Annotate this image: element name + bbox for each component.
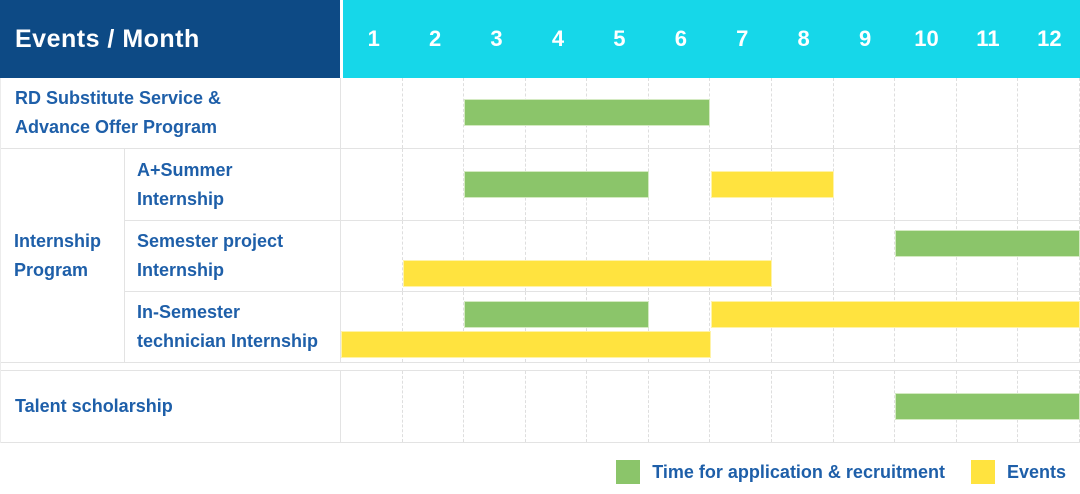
legend-label-events: Events (1006, 461, 1066, 482)
month-gridline (772, 78, 834, 148)
month-gridline (895, 78, 957, 148)
month-gridline (834, 149, 896, 220)
month-label: 8 (797, 26, 810, 51)
row-label-line: Talent scholarship (15, 396, 173, 416)
month-label: 11 (976, 26, 1000, 51)
month-gridline (772, 221, 834, 291)
legend-label-application: Time for application & recruitment (652, 461, 945, 482)
row-label-line: Semester project (137, 231, 284, 251)
gantt-lane-aplus-summer (341, 149, 1080, 220)
month-gridline (834, 221, 896, 291)
row-label-line: In-Semester (137, 302, 241, 322)
month-label: 9 (858, 26, 872, 51)
month-label: 2 (429, 26, 442, 51)
month-gridline (1018, 149, 1080, 220)
gantt-lane-talent-scholarship (341, 371, 1080, 442)
section-separator (1, 363, 1080, 370)
application-color-swatch-icon (616, 460, 641, 484)
month-gridline (341, 221, 403, 291)
month-gridline (341, 78, 403, 148)
month-gridline (587, 371, 649, 442)
application-recruitment-bar (895, 230, 1080, 257)
group-label-internship-program: Internship Program (1, 149, 125, 362)
application-recruitment-bar (464, 170, 649, 198)
month-gridline (464, 371, 526, 442)
month-label: 10 (914, 26, 939, 51)
month-gridline (895, 149, 957, 220)
row-in-semester-technician: In-Semester technician Internship (125, 291, 1080, 362)
legend: Time for application & recruitment Event… (616, 456, 1066, 488)
month-gridline (403, 149, 465, 220)
month-gridline (341, 149, 403, 220)
month-gridline (341, 371, 403, 442)
row-label-line: technician Internship (137, 331, 319, 351)
row-rd-substitute: RD Substitute Service & Advance Offer Pr… (1, 78, 1080, 149)
month-gridline (649, 149, 711, 220)
legend-item-events: Events (970, 460, 1066, 484)
month-gridline (834, 78, 896, 148)
month-gridline (772, 371, 834, 442)
month-gridline (649, 371, 711, 442)
table-header: Events / Month 1 2 3 4 5 6 7 8 9 10 11 12 (0, 0, 1080, 78)
row-label-aplus-summer: A+Summer Internship (125, 149, 341, 220)
row-label-line: RD Substitute Service & (15, 88, 222, 108)
group-label-line: Internship (14, 230, 102, 251)
month-gridline (834, 371, 896, 442)
month-gridline (711, 78, 773, 148)
legend-item-application: Time for application & recruitment (616, 460, 945, 484)
month-gridline (526, 371, 588, 442)
row-label-line: Advance Offer Program (15, 117, 218, 137)
application-recruitment-bar (464, 99, 711, 126)
month-header-row: 1 2 3 4 5 6 7 8 9 10 11 12 (343, 0, 1080, 78)
month-gridline (1018, 78, 1080, 148)
month-gridline (403, 78, 465, 148)
events-month-header-cell: Events / Month (0, 0, 340, 78)
events-color-swatch-icon (970, 460, 995, 484)
event-bar (710, 301, 1080, 328)
month-label: 3 (490, 26, 503, 51)
application-recruitment-bar (895, 392, 1080, 420)
month-gridline (957, 78, 1019, 148)
row-label-talent-scholarship: Talent scholarship (1, 371, 341, 442)
row-semester-project: Semester project Internship (125, 220, 1080, 291)
event-bar (341, 331, 711, 358)
month-gridline (957, 149, 1019, 220)
month-label: 6 (674, 26, 687, 51)
row-label-in-semester-technician: In-Semester technician Internship (125, 292, 341, 362)
row-label-semester-project: Semester project Internship (125, 221, 341, 291)
row-label-line: Internship (137, 260, 225, 280)
month-label: 1 (367, 26, 380, 51)
row-label-line: Internship (137, 188, 225, 209)
row-label-rd-substitute: RD Substitute Service & Advance Offer Pr… (1, 78, 341, 148)
row-aplus-summer: A+Summer Internship (125, 149, 1080, 220)
month-gridline (403, 371, 465, 442)
row-group-internship-program: Internship Program A+Summer Internship S… (1, 149, 1080, 363)
month-gridline (711, 371, 773, 442)
application-recruitment-bar (464, 301, 649, 328)
row-talent-scholarship: Talent scholarship (1, 370, 1080, 443)
month-label: 12 (1037, 26, 1062, 51)
month-label: 5 (613, 26, 626, 51)
group-subrows: A+Summer Internship Semester project Int… (125, 149, 1080, 362)
row-label-line: A+Summer (137, 159, 233, 180)
table-body: RD Substitute Service & Advance Offer Pr… (0, 78, 1080, 443)
month-label: 7 (736, 26, 749, 51)
event-bar (710, 170, 834, 198)
group-label-line: Program (14, 259, 89, 280)
event-bar (402, 260, 773, 287)
gantt-lane-semester-project (341, 221, 1080, 291)
gantt-lane-rd-substitute (341, 78, 1080, 148)
gantt-lane-in-semester-technician (341, 292, 1080, 362)
month-label: 4 (551, 26, 565, 51)
